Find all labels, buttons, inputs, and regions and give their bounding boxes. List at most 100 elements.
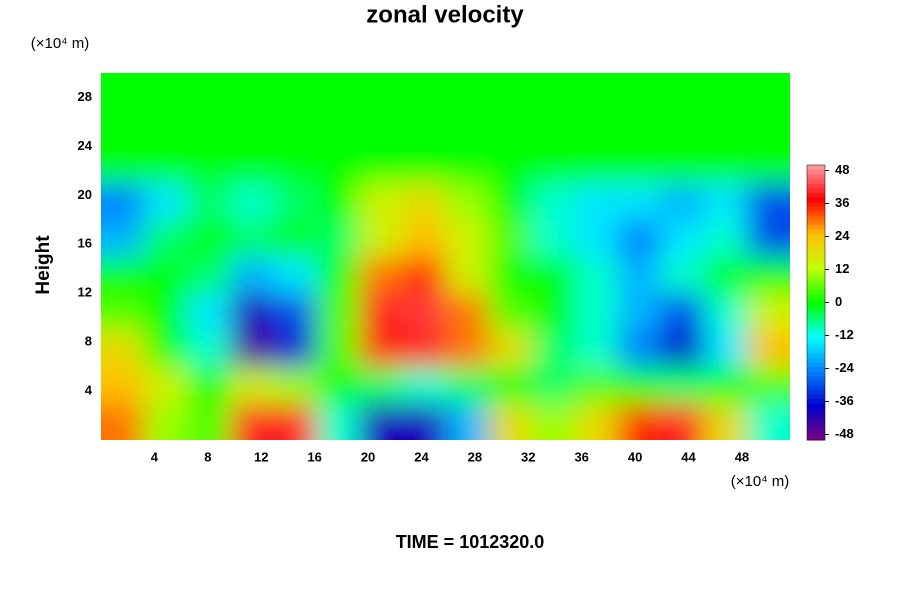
cell (488, 219, 533, 257)
x-tick-label: 28 (468, 449, 482, 464)
cell (617, 73, 661, 111)
cell (703, 146, 748, 184)
cell (488, 73, 533, 111)
colorbar-segment (807, 389, 825, 395)
cell (402, 293, 446, 331)
x-tick-label: 16 (307, 449, 321, 464)
cell (747, 219, 790, 257)
colorbar-segment (807, 279, 825, 285)
y-tick-label: 28 (78, 89, 92, 104)
colorbar-tick-label: -24 (835, 360, 855, 375)
cell (359, 109, 404, 147)
colorbar-segment (807, 270, 825, 276)
cell (359, 293, 404, 331)
colorbar-tick-label: 0 (835, 294, 842, 309)
cell (488, 183, 533, 221)
cell (660, 366, 705, 404)
x-tick-label: 4 (151, 449, 159, 464)
colorbar-segment (807, 366, 825, 372)
x-tick-label: 32 (521, 449, 535, 464)
cell (273, 146, 317, 184)
cell (315, 73, 360, 111)
cell (575, 403, 619, 440)
cell (445, 146, 489, 184)
cell (747, 329, 790, 368)
colorbar-segment (807, 215, 825, 221)
cell (617, 146, 661, 184)
cell (445, 183, 489, 221)
cell (703, 293, 748, 331)
colorbar-tick-label: 48 (835, 162, 849, 177)
colorbar-segment (807, 398, 825, 404)
cell (703, 219, 748, 257)
colorbar-segment (807, 426, 825, 432)
cells (101, 73, 790, 440)
cell (315, 109, 360, 147)
cell (445, 293, 489, 331)
cell (273, 366, 317, 404)
colorbar-segment (807, 380, 825, 386)
cell (359, 146, 404, 184)
cell (230, 146, 274, 184)
colorbar-segment (807, 233, 825, 239)
cell (660, 183, 705, 221)
cell (445, 403, 489, 440)
cell (575, 146, 619, 184)
cell (101, 109, 145, 147)
colorbar-segment (807, 192, 825, 198)
cell (703, 109, 748, 147)
colorbar-segment (807, 352, 825, 358)
colorbar-segment (807, 256, 825, 262)
colorbar-segment (807, 165, 825, 171)
cell (359, 183, 404, 221)
cell (101, 329, 145, 368)
cell (402, 403, 446, 440)
cell (101, 73, 145, 111)
cell (101, 366, 145, 404)
cell (617, 329, 661, 368)
cell (531, 219, 576, 257)
cell (273, 109, 317, 147)
cell (617, 109, 661, 147)
colorbar-segment (807, 265, 825, 271)
cell (617, 293, 661, 331)
cell (187, 183, 232, 221)
colorbar-segment (807, 357, 825, 363)
cell (660, 293, 705, 331)
cell (273, 219, 317, 257)
cell (402, 329, 446, 368)
y-tick-label: 12 (78, 285, 92, 300)
cell (703, 403, 748, 440)
cell (617, 183, 661, 221)
cell (488, 146, 533, 184)
cell (531, 146, 576, 184)
cell (143, 109, 188, 147)
cell (359, 256, 404, 294)
cell (445, 366, 489, 404)
colorbar-segment (807, 261, 825, 267)
cell (660, 109, 705, 147)
cell (531, 366, 576, 404)
cell (359, 403, 404, 440)
cell (747, 146, 790, 184)
cell (402, 73, 446, 111)
cell (488, 109, 533, 147)
cell (703, 183, 748, 221)
cell (660, 256, 705, 294)
cell (359, 329, 404, 368)
cell (101, 256, 145, 294)
cell (660, 73, 705, 111)
cell (575, 293, 619, 331)
cell (187, 366, 232, 404)
cell (273, 329, 317, 368)
y-tick-label: 16 (78, 236, 92, 251)
cell (617, 256, 661, 294)
cell (315, 329, 360, 368)
x-tick-label: 40 (628, 449, 642, 464)
cell (315, 146, 360, 184)
colorbar-segment (807, 238, 825, 244)
colorbar: -48 -36 -24 -12 0 12 24 36 48 (806, 162, 855, 441)
cell (617, 366, 661, 404)
cell (445, 329, 489, 368)
